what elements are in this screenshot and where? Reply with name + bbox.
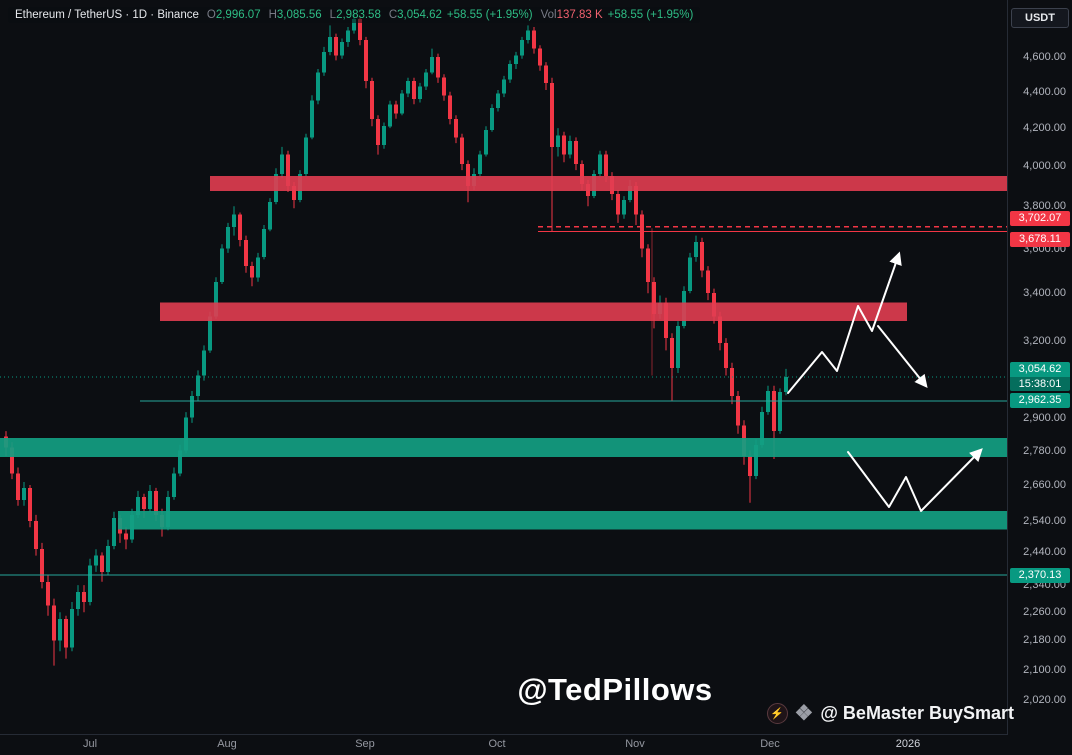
- demand-zone-upper[interactable]: [0, 437, 1008, 458]
- close-value: 3,054.62: [397, 9, 442, 21]
- last-price-badge: 3,054.62 15:38:01: [1010, 362, 1070, 392]
- demand-zone-lower[interactable]: [118, 511, 1008, 530]
- watermark-handle: @TedPillows: [517, 672, 713, 707]
- price-tick-label: 3,400.00: [1023, 287, 1066, 300]
- projection-pullback-arrow[interactable]: [877, 325, 928, 389]
- close-label: C: [388, 9, 398, 21]
- price-tick-label: 2,900.00: [1023, 411, 1066, 424]
- price-tick-label: 2,100.00: [1023, 663, 1066, 676]
- low-value: 2,983.58: [336, 9, 381, 21]
- candlestick-chart[interactable]: [0, 0, 1008, 735]
- time-axis-label: Oct: [488, 738, 506, 750]
- candles-series: [4, 12, 788, 666]
- price-level-badge: 3,702.07: [1010, 211, 1070, 227]
- low-label: L: [329, 9, 337, 21]
- price-tick-label: 4,200.00: [1023, 122, 1066, 135]
- price-tick-label: 2,780.00: [1023, 444, 1066, 457]
- diamond-logo-icon: ❖: [794, 702, 814, 725]
- price-level-badge: 2,962.35: [1010, 393, 1070, 409]
- time-axis-label: Dec: [760, 738, 780, 750]
- price-level-badge: 3,678.11: [1010, 232, 1070, 248]
- projection-bottom-arrow[interactable]: [847, 448, 983, 512]
- change-value: +58.55 (+1.95%): [446, 9, 533, 21]
- price-tick-label: 2,540.00: [1023, 515, 1066, 527]
- high-value: 3,085.56: [276, 9, 322, 21]
- volume-value: 137.83 K: [556, 9, 603, 21]
- currency-toggle-button[interactable]: USDT: [1011, 8, 1069, 28]
- time-axis-label: Aug: [217, 738, 237, 750]
- price-tick-label: 4,600.00: [1023, 51, 1066, 63]
- price-tick-label: 2,660.00: [1023, 479, 1066, 491]
- open-value: 2,996.07: [215, 9, 261, 21]
- open-label: O: [206, 9, 216, 21]
- time-axis-label: Sep: [355, 738, 375, 750]
- symbol-title[interactable]: Ethereum / TetherUS · 1D · Binance: [15, 9, 199, 21]
- time-axis-label: Jul: [82, 738, 98, 750]
- supply-zone-upper[interactable]: [210, 176, 1008, 191]
- projection-up-arrow[interactable]: [787, 251, 902, 394]
- credit-bar: ⚡ ❖ @ BeMaster BuySmart: [766, 702, 1014, 725]
- time-axis-label: Nov: [625, 738, 645, 750]
- price-tick-label: 2,440.00: [1023, 546, 1066, 559]
- time-axis-label: 2026: [895, 738, 921, 750]
- price-tick-label: 4,000.00: [1023, 160, 1066, 173]
- high-label: H: [268, 9, 277, 21]
- price-tick-label: 4,400.00: [1023, 85, 1066, 98]
- volume-change-value: +58.55 (+1.95%): [607, 9, 694, 21]
- price-tick-label: 2,260.00: [1023, 606, 1066, 619]
- chart-legend: Ethereum / TetherUS · 1D · Binance O2,99…: [8, 7, 701, 23]
- price-axis[interactable]: USDT 4,600.00 4,400.00 4,200.00 4,000.00 3,8…: [1007, 0, 1072, 735]
- price-tick-label: 3,200.00: [1023, 334, 1066, 347]
- volume-label: Vol: [540, 9, 557, 21]
- supply-zone-lower[interactable]: [160, 302, 907, 322]
- price-level-badge: 2,370.13: [1010, 567, 1070, 583]
- price-tick-label: 2,180.00: [1023, 634, 1066, 647]
- time-axis[interactable]: Jul Aug Sep Oct Nov Dec 2026: [0, 734, 1072, 755]
- credit-text: @ BeMaster BuySmart: [820, 703, 1014, 723]
- price-tick-label: 2,020.00: [1023, 694, 1066, 706]
- price-tick-label: 3,800.00: [1023, 200, 1066, 213]
- bar-countdown: 15:38:01: [1010, 377, 1070, 392]
- lightning-icon: ⚡: [766, 703, 788, 724]
